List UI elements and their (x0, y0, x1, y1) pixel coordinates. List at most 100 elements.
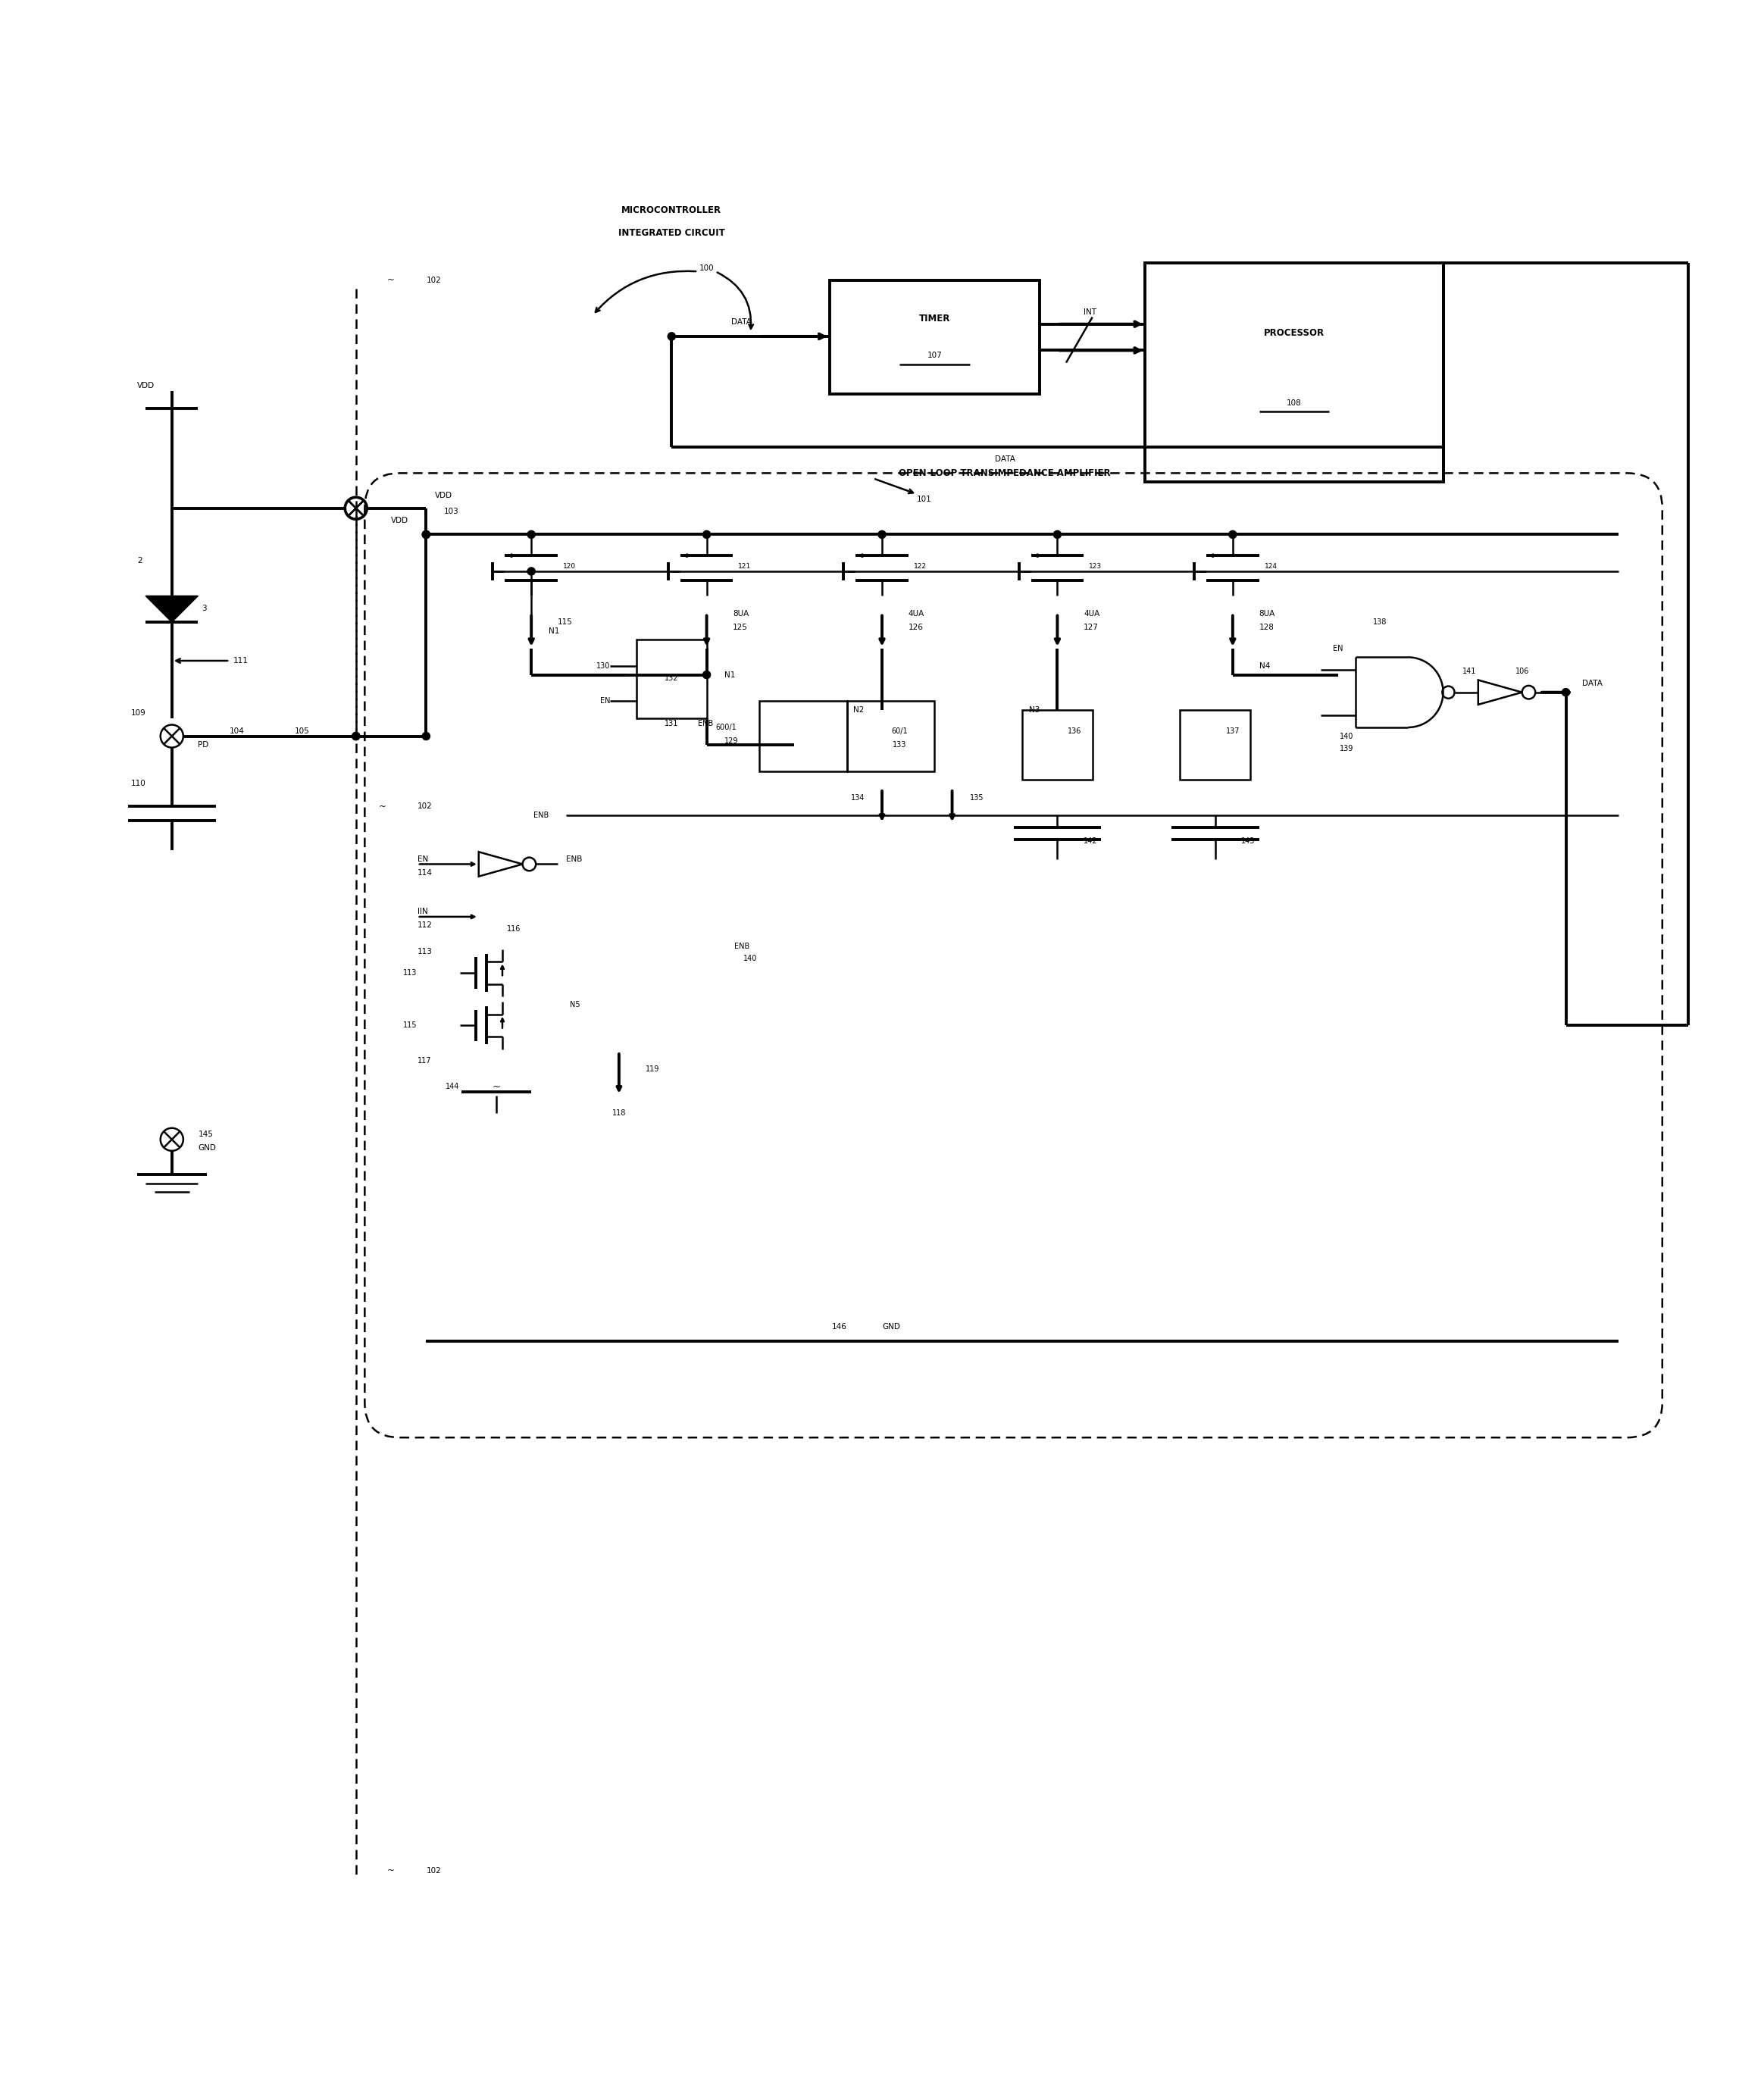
Text: 109: 109 (131, 709, 146, 718)
Text: 120: 120 (563, 563, 575, 569)
Text: IIN: IIN (418, 907, 427, 916)
Text: PD: PD (198, 741, 208, 749)
Text: ~: ~ (388, 275, 395, 286)
Text: N5: N5 (570, 1001, 580, 1008)
Text: 135: 135 (970, 795, 984, 801)
Text: 134: 134 (850, 795, 864, 801)
Text: 144: 144 (446, 1083, 459, 1091)
Text: 4UA: 4UA (1083, 609, 1099, 617)
Text: 113: 113 (404, 970, 418, 976)
Circle shape (353, 732, 360, 741)
Text: ENB: ENB (734, 943, 750, 951)
Text: 121: 121 (737, 563, 751, 569)
Text: N4: N4 (1259, 661, 1270, 670)
Circle shape (1561, 688, 1570, 697)
Text: 102: 102 (427, 1867, 441, 1875)
Text: 142: 142 (1083, 839, 1097, 845)
Text: ENB: ENB (699, 720, 713, 728)
Circle shape (1230, 530, 1237, 538)
Text: EN: EN (600, 697, 610, 705)
Circle shape (878, 530, 886, 538)
Bar (1023, 709, 1092, 780)
Text: 60/1: 60/1 (891, 728, 908, 734)
Text: 119: 119 (646, 1066, 660, 1072)
Text: DATA: DATA (1582, 680, 1602, 686)
Text: 114: 114 (418, 870, 432, 876)
Text: 136: 136 (1067, 728, 1081, 734)
Text: 145: 145 (198, 1131, 213, 1139)
Text: VDD: VDD (138, 382, 153, 390)
Text: 600/1: 600/1 (716, 724, 736, 732)
Circle shape (422, 732, 430, 741)
Text: MICROCONTROLLER: MICROCONTROLLER (621, 204, 721, 215)
Bar (847, 701, 935, 772)
Text: 107: 107 (928, 353, 942, 359)
Text: 4UA: 4UA (908, 609, 924, 617)
Text: 125: 125 (734, 624, 748, 632)
Text: INTEGRATED CIRCUIT: INTEGRATED CIRCUIT (617, 227, 725, 238)
Text: 118: 118 (612, 1110, 626, 1116)
Circle shape (422, 530, 430, 538)
Text: 103: 103 (443, 507, 459, 515)
Text: ~: ~ (388, 1865, 395, 1875)
Text: 3: 3 (201, 605, 206, 611)
Text: 132: 132 (665, 674, 679, 682)
Text: GND: GND (198, 1145, 217, 1151)
Text: 104: 104 (229, 728, 245, 734)
Text: 140: 140 (744, 955, 757, 962)
Text: ENB: ENB (566, 855, 582, 864)
Text: N1: N1 (549, 628, 559, 634)
Text: 138: 138 (1372, 617, 1387, 626)
Text: 117: 117 (418, 1058, 432, 1064)
Text: 146: 146 (833, 1323, 847, 1331)
Text: VDD: VDD (436, 492, 452, 501)
Text: N3: N3 (1028, 705, 1039, 713)
Text: 101: 101 (917, 496, 931, 503)
Text: 126: 126 (908, 624, 923, 632)
Text: 122: 122 (914, 563, 926, 569)
Text: 100: 100 (699, 265, 714, 271)
Text: 128: 128 (1259, 624, 1274, 632)
Text: 108: 108 (1286, 398, 1302, 407)
Text: EN: EN (1334, 645, 1342, 653)
Text: 112: 112 (418, 922, 432, 928)
Text: 106: 106 (1515, 668, 1529, 676)
Circle shape (702, 672, 711, 678)
Text: 102: 102 (427, 277, 441, 284)
Text: DATA: DATA (995, 455, 1014, 463)
Bar (829, 280, 1039, 394)
Text: 111: 111 (233, 657, 249, 665)
Text: 127: 127 (1083, 624, 1099, 632)
Circle shape (422, 530, 430, 538)
Text: N1: N1 (725, 672, 736, 678)
Text: 116: 116 (506, 926, 520, 932)
Circle shape (702, 530, 711, 538)
Text: TIMER: TIMER (919, 313, 951, 323)
Text: 113: 113 (418, 947, 432, 955)
Text: 124: 124 (1265, 563, 1277, 569)
Text: N2: N2 (854, 705, 864, 713)
Text: PROCESSOR: PROCESSOR (1263, 328, 1325, 338)
Circle shape (527, 567, 534, 576)
Polygon shape (146, 597, 198, 622)
Text: 130: 130 (596, 661, 610, 670)
Circle shape (353, 732, 360, 741)
Bar (637, 640, 707, 718)
Text: GND: GND (882, 1323, 900, 1331)
Text: 2: 2 (138, 557, 143, 565)
Text: INT: INT (1083, 309, 1097, 315)
Text: 8UA: 8UA (1259, 609, 1275, 617)
Text: 131: 131 (665, 720, 679, 728)
Text: OPEN-LOOP TRANSIMPEDANCE AMPLIFIER: OPEN-LOOP TRANSIMPEDANCE AMPLIFIER (900, 467, 1111, 478)
Text: 102: 102 (418, 803, 432, 809)
Text: 110: 110 (131, 780, 146, 786)
Circle shape (1053, 530, 1062, 538)
Text: 141: 141 (1462, 668, 1476, 676)
Text: ~: ~ (379, 801, 386, 811)
Text: 140: 140 (1339, 732, 1353, 741)
Bar (759, 701, 847, 772)
Circle shape (669, 332, 676, 340)
Circle shape (527, 530, 534, 538)
Text: 143: 143 (1242, 839, 1256, 845)
Text: ~: ~ (492, 1083, 501, 1091)
